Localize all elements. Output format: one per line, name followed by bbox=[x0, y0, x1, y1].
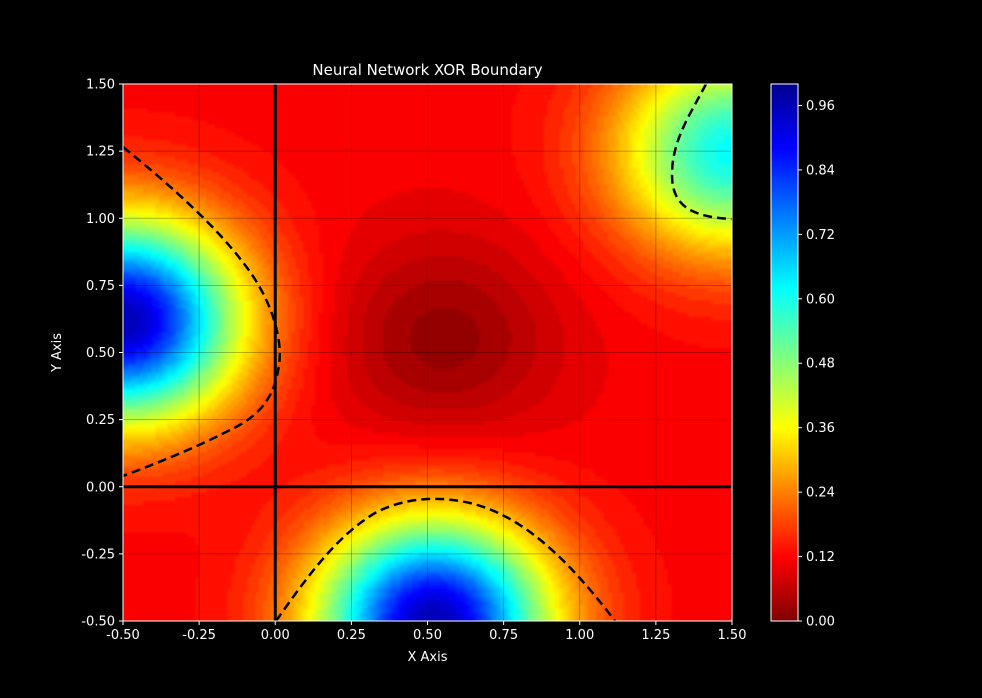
colorbar-gradient bbox=[770, 83, 799, 622]
y-tick-label: 1.50 bbox=[86, 78, 115, 93]
colorbar-tick-label: 0.96 bbox=[806, 99, 835, 114]
colorbar-tick-label: 0.12 bbox=[806, 550, 835, 565]
x-tick-label: -0.50 bbox=[106, 628, 140, 643]
colorbar-tick-label: 0.60 bbox=[806, 292, 835, 307]
y-tick-label: 1.25 bbox=[86, 145, 115, 160]
colorbar-tick-label: 0.72 bbox=[806, 228, 835, 243]
probability-field bbox=[123, 84, 732, 621]
x-tick-label: 0.75 bbox=[489, 628, 518, 643]
x-axis-label: X Axis bbox=[407, 650, 447, 665]
x-tick-label: 0.50 bbox=[413, 628, 442, 643]
decision-boundary-bottom bbox=[274, 497, 616, 621]
colorbar-tick-label: 0.36 bbox=[806, 421, 835, 436]
colorbar-ticks: 0.00 0.12 0.24 0.36 0.48 0.60 0.72 0.84 0.96 bbox=[798, 99, 835, 630]
plot-area bbox=[123, 84, 732, 621]
x-tick-label: 1.50 bbox=[718, 628, 747, 643]
colorbar-tick-label: 0.84 bbox=[806, 163, 835, 178]
y-axis-ticks: -0.50 -0.25 0.00 0.25 0.50 0.75 1.00 1.25 1.50 bbox=[81, 78, 123, 630]
x-tick-label: 1.25 bbox=[641, 628, 670, 643]
decision-boundary-top-right bbox=[670, 84, 732, 221]
colorbar-tick-label: 0.48 bbox=[806, 357, 835, 372]
x-axis-ticks: -0.50 -0.25 0.00 0.25 0.50 0.75 1.00 1.25 1.50 bbox=[106, 621, 746, 643]
y-tick-label: 1.00 bbox=[86, 212, 115, 227]
y-tick-label: -0.50 bbox=[81, 615, 115, 630]
x-tick-label: 1.00 bbox=[565, 628, 594, 643]
y-tick-label: 0.25 bbox=[86, 413, 115, 428]
y-axis-label: Y Axis bbox=[50, 333, 65, 373]
x-tick-label: -0.25 bbox=[182, 628, 216, 643]
y-tick-label: 0.75 bbox=[86, 279, 115, 294]
x-tick-label: 0.00 bbox=[261, 628, 290, 643]
x-tick-label: 0.25 bbox=[337, 628, 366, 643]
chart-title: Neural Network XOR Boundary bbox=[312, 61, 542, 79]
colorbar-tick-label: 0.24 bbox=[806, 486, 835, 501]
colorbar-tick-label: 0.00 bbox=[806, 615, 835, 630]
y-tick-label: 0.50 bbox=[86, 346, 115, 361]
y-tick-label: -0.25 bbox=[81, 547, 115, 562]
y-tick-label: 0.00 bbox=[86, 480, 115, 495]
decision-boundary-left bbox=[123, 146, 281, 478]
colorbar: 0.00 0.12 0.24 0.36 0.48 0.60 0.72 0.84 0.96 bbox=[770, 83, 835, 630]
